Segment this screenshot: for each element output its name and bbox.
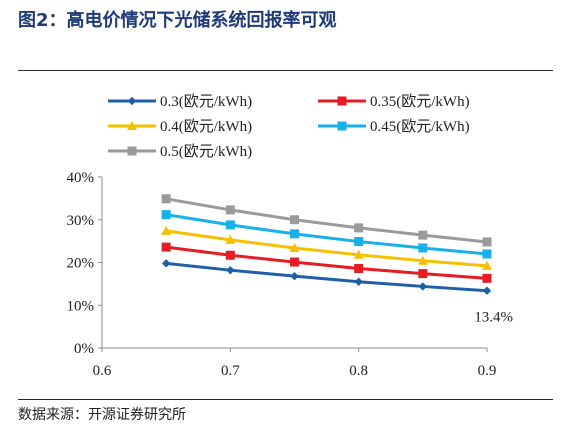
data-point: [482, 237, 492, 247]
legend-marker: [337, 121, 347, 131]
series-line: [165, 197, 488, 244]
data-point: [225, 205, 235, 215]
x-tick-label: 0.8: [349, 363, 368, 379]
legend-marker: [337, 96, 347, 106]
axes: 0% 10% 20% 30% 40% 0.6 0.7 0.8 0.9: [67, 170, 497, 379]
data-point: [418, 282, 428, 291]
data-point: [482, 286, 492, 295]
data-point: [225, 220, 235, 230]
data-point: [161, 259, 171, 268]
series-1: [161, 259, 492, 295]
data-point: [225, 234, 236, 244]
series-line: [165, 229, 488, 268]
data-point: [226, 265, 235, 275]
y-tick-label: 30%: [67, 213, 95, 229]
legend-marker: [127, 96, 137, 106]
series-line: [165, 245, 488, 280]
legend-entry-1: 0.3(欧元/kWh): [108, 93, 252, 110]
legend-marker: [127, 146, 137, 156]
series-line: [166, 261, 488, 293]
x-tick-label: 0.9: [478, 363, 497, 379]
data-point: [161, 210, 171, 220]
series-2: [161, 242, 492, 283]
annotation-layer: 13.4%: [474, 310, 513, 326]
data-point: [418, 230, 428, 240]
data-point: [290, 215, 299, 225]
series-5: [161, 194, 492, 247]
line-chart: 0.3(欧元/kWh) 0.35(欧元/kWh) 0.4(欧元/kWh) 0.45(欧…: [67, 93, 514, 379]
data-point: [418, 243, 428, 253]
source-note: 数据来源：开源证券研究所: [18, 407, 186, 423]
series-layer: [161, 194, 492, 295]
data-point: [354, 223, 364, 233]
figure-title: 图2：高电价情况下光储系统回报率可观: [18, 10, 337, 31]
legend-entry-5: 0.5(欧元/kWh): [108, 143, 252, 160]
legend-label: 0.4(欧元/kWh): [160, 118, 252, 135]
data-point: [290, 257, 299, 267]
data-label: 13.4%: [474, 310, 513, 326]
top-rule: [18, 70, 553, 71]
data-point: [290, 229, 299, 239]
data-point: [161, 194, 171, 204]
legend-entry-4: 0.45(欧元/kWh): [318, 118, 470, 135]
legend-label: 0.5(欧元/kWh): [160, 143, 252, 160]
data-point: [418, 269, 428, 279]
series-4: [161, 210, 492, 259]
data-point: [161, 242, 171, 252]
legend-label: 0.45(欧元/kWh): [370, 118, 470, 135]
legend: 0.3(欧元/kWh) 0.35(欧元/kWh) 0.4(欧元/kWh) 0.45(欧…: [108, 93, 470, 160]
y-tick-label: 40%: [67, 170, 95, 186]
data-point: [354, 277, 363, 286]
legend-entry-3: 0.4(欧元/kWh): [108, 118, 252, 135]
series-3: [161, 225, 492, 270]
data-point: [354, 263, 364, 273]
x-tick-label: 0.7: [221, 363, 240, 379]
data-point: [482, 249, 492, 259]
y-tick-label: 0%: [74, 341, 94, 357]
legend-label: 0.3(欧元/kWh): [160, 93, 252, 110]
x-tick-label: 0.6: [93, 363, 112, 379]
legend-entry-2: 0.35(欧元/kWh): [318, 93, 470, 110]
data-point: [161, 225, 172, 235]
legend-marker: [127, 121, 137, 130]
data-point: [225, 250, 235, 260]
data-point: [353, 249, 364, 259]
data-point: [290, 271, 299, 281]
data-point: [482, 260, 492, 270]
data-point: [354, 237, 364, 247]
bottom-rule: [18, 399, 553, 400]
y-tick-label: 10%: [67, 298, 95, 314]
data-point: [482, 273, 492, 283]
data-point: [417, 255, 428, 265]
y-tick-label: 20%: [67, 256, 95, 272]
series-line: [165, 213, 488, 256]
legend-label: 0.35(欧元/kWh): [370, 93, 470, 110]
data-point: [289, 242, 300, 252]
